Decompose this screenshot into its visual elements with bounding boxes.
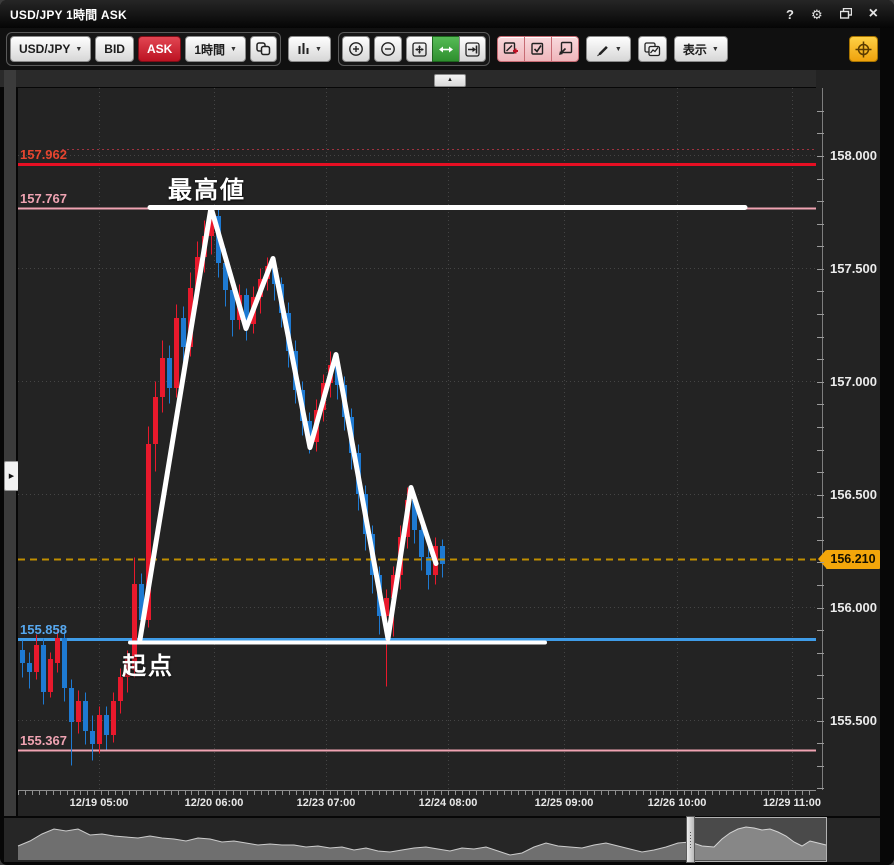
display-menu-button[interactable]: 表示 ▼: [673, 36, 728, 62]
zoom-out-icon: [380, 41, 396, 57]
draw-tool-button[interactable]: ▼: [585, 36, 631, 62]
time-axis[interactable]: [18, 790, 816, 816]
window-controls: ? ⚙ ×: [786, 6, 878, 22]
order-new-button[interactable]: [496, 36, 525, 62]
bar-chart-icon: [297, 42, 310, 56]
navigator-sparkline: [17, 826, 827, 860]
square-plus-icon: [503, 41, 519, 57]
restore-window-icon[interactable]: [839, 7, 852, 21]
timeframe-select[interactable]: 1時間 ▼: [185, 36, 246, 62]
candlestick-chart[interactable]: [18, 88, 816, 790]
horizontal-price-lines[interactable]: [18, 149, 816, 752]
zoom-group: [337, 32, 490, 66]
window-edge: [880, 28, 894, 865]
symbol-select[interactable]: USD/JPY ▼: [10, 36, 92, 62]
pencil-icon: [595, 42, 610, 57]
side-panel-strip: [4, 70, 16, 816]
side-panel-handle[interactable]: ▶: [4, 461, 19, 491]
close-icon[interactable]: ×: [868, 5, 878, 22]
navigator-strip: [4, 818, 880, 862]
settings-gear-icon[interactable]: ⚙: [811, 6, 823, 22]
titlebar: USD/JPY 1時間 ASK ? ⚙ ×: [0, 0, 894, 28]
chevron-down-icon: ▼: [75, 45, 83, 53]
zoom-out-button[interactable]: [373, 36, 402, 62]
price-axis-line: [822, 88, 823, 790]
scale-mode-segment: [405, 36, 486, 62]
trend-drawings[interactable]: [128, 205, 748, 645]
square-arrow-icon: [557, 41, 573, 57]
chevron-down-icon: ▼: [614, 45, 622, 53]
chart-overlay-button[interactable]: [637, 36, 667, 62]
chart-window-icon: [644, 41, 661, 57]
chart-type-button[interactable]: ▼: [287, 36, 331, 62]
chevron-down-icon: ▼: [711, 45, 719, 53]
zoom-in-icon: [348, 41, 364, 57]
gridlines: [18, 88, 816, 790]
order-move-button[interactable]: [550, 36, 579, 62]
pan-mode-button[interactable]: [405, 36, 433, 62]
pan-arrows-icon: [412, 41, 427, 57]
zigzag-drawing: [137, 205, 439, 642]
bid-button[interactable]: BID: [95, 36, 134, 62]
duplicate-chart-button[interactable]: [249, 36, 277, 62]
ask-button[interactable]: ASK: [137, 36, 182, 62]
candlesticks: [20, 207, 445, 766]
chevron-down-icon: ▼: [230, 45, 237, 53]
toolbar: USD/JPY ▼ BID ASK 1時間 ▼ ▼ ▼ 表示 ▼: [0, 28, 894, 70]
scroll-to-latest-button[interactable]: [458, 36, 486, 62]
navigator-viewport[interactable]: [694, 817, 827, 862]
zoom-in-button[interactable]: [341, 36, 370, 62]
navigator-handle[interactable]: [686, 816, 695, 863]
square-check-icon: [530, 41, 546, 57]
price-axis[interactable]: [816, 70, 880, 816]
duplicate-icon: [256, 42, 271, 56]
fit-width-button[interactable]: [431, 36, 460, 62]
arrow-to-right-icon: [465, 41, 480, 57]
order-tools-segment: [496, 36, 579, 62]
help-icon[interactable]: ?: [786, 6, 794, 22]
chevron-down-icon: ▼: [314, 45, 322, 53]
crosshair-button[interactable]: [849, 36, 878, 62]
toolbar-collapse-tab[interactable]: ▲: [434, 74, 466, 87]
order-edit-button[interactable]: [523, 36, 552, 62]
window-title: USD/JPY 1時間 ASK: [10, 7, 127, 22]
crosshair-icon: [855, 41, 872, 58]
horizontal-arrows-icon: [438, 42, 454, 57]
chart-plot-area[interactable]: [18, 88, 816, 790]
symbol-group: USD/JPY ▼ BID ASK 1時間 ▼: [6, 32, 281, 66]
